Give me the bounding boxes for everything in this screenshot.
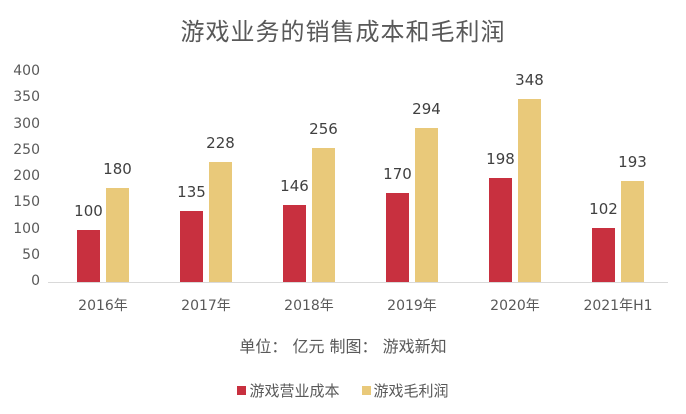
x-axis-line — [48, 282, 668, 283]
data-label: 228 — [206, 134, 235, 153]
chart-title: 游戏业务的销售成本和毛利润 — [180, 18, 506, 46]
bar-profit — [415, 127, 438, 282]
data-label: 198 — [486, 150, 515, 169]
x-tick-label: 2019年 — [387, 298, 437, 314]
bar-cost — [283, 205, 306, 282]
legend-swatch-profit — [361, 386, 371, 395]
data-label: 294 — [412, 99, 441, 118]
data-label: 135 — [177, 183, 206, 202]
y-tick-label: 300 — [13, 115, 40, 132]
legend-label-profit: 游戏毛利润 — [373, 382, 449, 400]
data-label: 348 — [515, 71, 544, 90]
y-tick-label: 0 — [31, 273, 40, 289]
bar-cost — [77, 229, 100, 282]
bar-cost — [180, 211, 203, 282]
x-tick-label: 2018年 — [284, 298, 334, 314]
y-tick-label: 100 — [13, 220, 40, 237]
data-label: 102 — [589, 200, 618, 219]
data-label: 180 — [103, 159, 132, 178]
legend: 游戏营业成本 游戏毛利润 — [0, 380, 686, 401]
data-label: 256 — [309, 119, 338, 138]
bar-profit — [312, 147, 335, 282]
y-tick-label: 200 — [13, 168, 40, 184]
bar-profit — [621, 180, 644, 282]
x-tick-label: 2016年 — [78, 298, 128, 314]
legend-swatch-cost — [237, 386, 247, 395]
bar-cost — [592, 228, 615, 282]
bar-profit — [518, 99, 541, 282]
y-tick-label: 250 — [13, 141, 40, 158]
legend-item-cost: 游戏营业成本 — [237, 380, 340, 401]
x-tick-label: 2020年 — [490, 298, 540, 314]
bar-profit — [106, 187, 129, 282]
y-tick-label: 400 — [13, 63, 40, 79]
unit-note: 单位： 亿元 制图： 游戏新知 — [239, 337, 447, 356]
bar-cost — [489, 178, 512, 282]
y-tick-label: 50 — [22, 246, 40, 263]
bar-profit — [209, 162, 232, 282]
data-label: 100 — [74, 201, 103, 220]
legend-item-profit: 游戏毛利润 — [361, 380, 449, 401]
y-tick-label: 150 — [13, 194, 40, 211]
bar-cost — [386, 192, 409, 282]
x-tick-label: 2021年H1 — [583, 298, 653, 314]
data-label: 193 — [618, 152, 647, 171]
x-tick-label: 2017年 — [181, 298, 231, 314]
y-tick-label: 350 — [13, 89, 40, 106]
legend-label-cost: 游戏营业成本 — [249, 382, 340, 400]
data-label: 146 — [280, 177, 309, 196]
data-label: 170 — [383, 164, 412, 183]
